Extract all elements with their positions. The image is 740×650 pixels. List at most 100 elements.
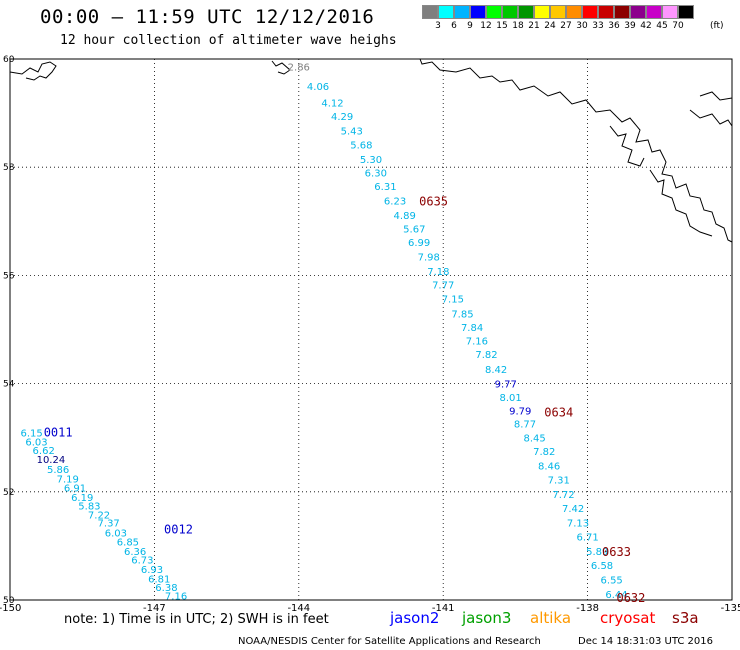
color-scale-swatch [630,5,646,19]
color-scale-label: 15 [496,21,508,31]
map-frame [9,58,733,601]
color-scale-label: 27 [560,21,572,31]
swh-value: 6.36 [124,547,146,558]
swh-value: 5.30 [360,155,382,166]
color-scale-swatch [614,5,630,19]
satellite-name-jason2: jason2 [390,609,440,627]
lat-tick-label: 60 [3,55,15,65]
swh-value: 7.98 [418,252,440,263]
lon-tick-label: -147 [143,603,166,614]
swh-value: 7.37 [98,519,120,530]
lon-tick-label: -150 [0,603,21,614]
satellite-name-s3a: s3a [672,609,699,627]
swh-value: 4.12 [321,98,343,109]
swh-value: 8.46 [538,461,560,472]
swh-value: 4.06 [307,82,329,93]
swh-value: 8.45 [524,434,546,445]
swh-value: 5.89 [586,547,608,558]
color-scale [422,5,694,19]
swh-value: 7.31 [548,475,570,486]
color-scale-label: 39 [624,21,636,31]
color-scale-label: 6 [451,21,457,31]
swh-value: 7.85 [451,309,473,320]
generated-timestamp: Dec 14 18:31:03 UTC 2016 [578,636,713,647]
page-title: 00:00 – 11:59 UTC 12/12/2016 [40,6,375,28]
lat-tick-label: 58 [3,163,15,173]
swh-value: 6.85 [117,538,139,549]
color-scale-swatch [422,5,438,19]
color-scale-label: 70 [672,21,684,31]
color-scale-label: 9 [467,21,473,31]
swh-value: 6.03 [105,528,127,539]
color-scale-unit: (ft) [710,21,724,31]
color-scale-label: 30 [576,21,588,31]
swh-value: 8.42 [485,365,507,376]
swh-value: 4.89 [394,211,416,222]
color-scale-swatch [678,5,694,19]
pass-label: 0011 [44,425,73,439]
swh-value: 7.13 [567,519,589,530]
swh-value: 6.58 [591,561,613,572]
color-scale-label: 12 [480,21,492,31]
swh-value: 8.77 [514,420,536,431]
color-scale-swatch [534,5,550,19]
color-scale-swatch [582,5,598,19]
swh-value: 7.22 [88,511,110,522]
color-scale-swatch [486,5,502,19]
swh-value: 7.16 [165,592,187,603]
color-scale-label: 24 [544,21,556,31]
lon-tick-label: -138 [576,603,599,614]
lon-tick-label: -135 [721,603,740,614]
pass-label: 0634 [544,405,573,419]
swh-value: 6.99 [408,238,430,249]
pass-label: 0633 [602,545,631,559]
color-scale-swatch [502,5,518,19]
color-scale-label: 33 [592,21,604,31]
color-scale-label: 45 [656,21,668,31]
color-scale-swatch [662,5,678,19]
color-scale-label: 42 [640,21,652,31]
color-scale-label: 3 [435,21,441,31]
swh-value: 5.68 [350,140,372,151]
swh-value: 7.15 [442,295,464,306]
lon-tick-label: -141 [432,603,455,614]
swh-value: 2.86 [288,63,310,74]
page-subtitle: 12 hour collection of altimeter wave hei… [60,33,397,48]
swh-value: 6.31 [374,182,396,193]
swh-value: 6.93 [141,565,163,576]
color-scale-label: 21 [528,21,540,31]
swh-value: 6.03 [25,437,47,448]
swh-value: 6.62 [33,446,55,457]
swh-value: 7.82 [475,350,497,361]
swh-value: 7.82 [533,447,555,458]
lat-tick-label: 52 [3,488,14,498]
swh-value: 7.84 [461,323,483,334]
swh-value: 9.79 [509,407,531,418]
color-scale-swatch [470,5,486,19]
lat-tick-label: 54 [3,380,15,390]
color-scale-swatch [566,5,582,19]
swh-value: 7.19 [57,474,79,485]
swh-value: 6.73 [131,555,153,566]
swh-value: 7.18 [427,267,449,278]
color-scale-swatch [518,5,534,19]
color-scale-swatch [550,5,566,19]
coastline [9,58,733,243]
swh-value: 7.16 [466,336,488,347]
swh-value: 9.77 [495,380,517,391]
color-scale-label: 18 [512,21,524,31]
footer-note: note: 1) Time is in UTC; 2) SWH is in fe… [64,612,329,627]
swh-value: 5.86 [47,465,69,476]
swh-value: 5.83 [78,501,100,512]
color-scale-swatch [454,5,470,19]
satellite-name-altika: altika [530,609,572,627]
pass-label: 0635 [419,194,448,208]
swh-value: 6.91 [64,483,86,494]
lat-tick-label: 50 [3,596,15,606]
swh-value: 4.29 [331,112,353,123]
swh-value: 6.15 [21,428,43,439]
swh-value: 6.38 [155,583,177,594]
color-scale-swatch [598,5,614,19]
color-scale-label: 36 [608,21,620,31]
swh-value: 6.30 [365,169,387,180]
